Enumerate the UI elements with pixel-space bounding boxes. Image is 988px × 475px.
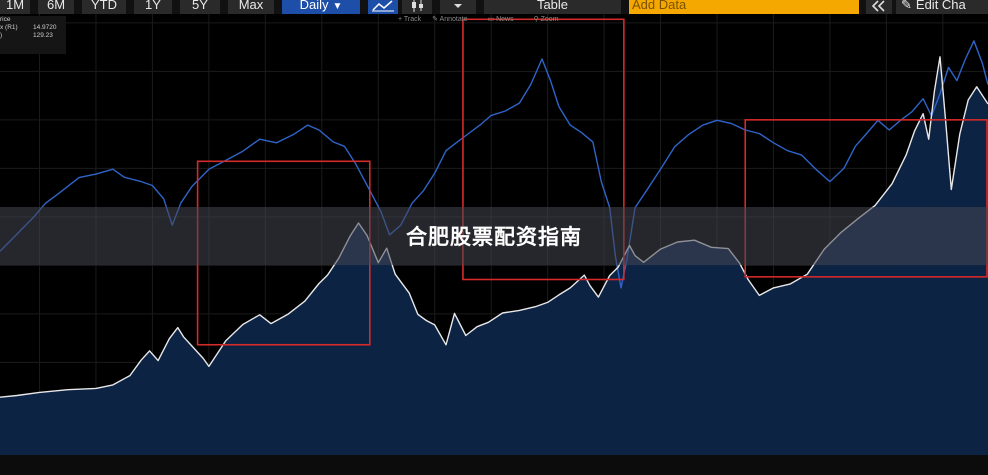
double-chevron-left-icon[interactable] bbox=[866, 0, 892, 14]
chart-subtools: + Track ✎ Annotate ▭ News ⚲ Zoom bbox=[398, 15, 577, 23]
highlight-box bbox=[744, 119, 988, 278]
edit-chart-button[interactable]: ✎ Edit Cha bbox=[896, 0, 988, 14]
highlight-box bbox=[462, 18, 625, 281]
range-1m-button[interactable]: 1M bbox=[0, 0, 30, 14]
news-label: News bbox=[496, 16, 514, 23]
legend-label: ) bbox=[0, 32, 3, 39]
legend-row: ) 129.23 bbox=[0, 32, 66, 40]
track-tool[interactable]: + Track bbox=[398, 16, 422, 23]
line-chart-icon[interactable] bbox=[368, 0, 398, 14]
news-tool[interactable]: ▭ News bbox=[487, 16, 514, 23]
annotate-tool[interactable]: ✎ Annotate bbox=[432, 16, 468, 23]
annotate-label: Annotate bbox=[439, 16, 468, 23]
legend-label: x (R1) bbox=[0, 24, 18, 31]
range-ytd-button[interactable]: YTD bbox=[82, 0, 126, 14]
range-6m-button[interactable]: 6M bbox=[38, 0, 74, 14]
x-axis-band bbox=[0, 455, 988, 475]
series-area bbox=[0, 56, 988, 456]
range-5y-button[interactable]: 5Y bbox=[180, 0, 220, 14]
range-max-button[interactable]: Max bbox=[228, 0, 274, 14]
candlestick-icon[interactable] bbox=[402, 0, 432, 14]
watermark-banner: 合肥股票配资指南 bbox=[0, 207, 988, 265]
legend-row: x (R1) 14.9720 bbox=[0, 24, 66, 32]
edit-chart-label: Edit Cha bbox=[915, 0, 966, 12]
chart-style-dropdown-icon[interactable] bbox=[440, 0, 476, 14]
chevron-down-icon: ▼ bbox=[332, 1, 343, 12]
series-line bbox=[0, 40, 988, 289]
banner-title: 合肥股票配资指南 bbox=[406, 225, 582, 249]
zoom-label: Zoom bbox=[540, 16, 559, 23]
legend-value: 14.9720 bbox=[33, 24, 57, 31]
table-button[interactable]: Table bbox=[484, 0, 621, 14]
series-legend: rice x (R1) 14.9720 ) 129.23 bbox=[0, 16, 66, 54]
pencil-icon: ✎ bbox=[901, 0, 912, 12]
range-1y-button[interactable]: 1Y bbox=[134, 0, 172, 14]
add-data-input[interactable]: Add Data bbox=[629, 0, 859, 14]
legend-title: rice bbox=[0, 16, 11, 23]
chart-toolbar: 1M 6M YTD 1Y 5Y Max Daily ▼ Table Add Dat… bbox=[0, 0, 988, 14]
legend-value: 129.23 bbox=[33, 32, 53, 39]
interval-dropdown[interactable]: Daily ▼ bbox=[282, 0, 360, 14]
interval-label: Daily bbox=[299, 0, 329, 12]
zoom-tool[interactable]: ⚲ Zoom bbox=[533, 16, 559, 23]
